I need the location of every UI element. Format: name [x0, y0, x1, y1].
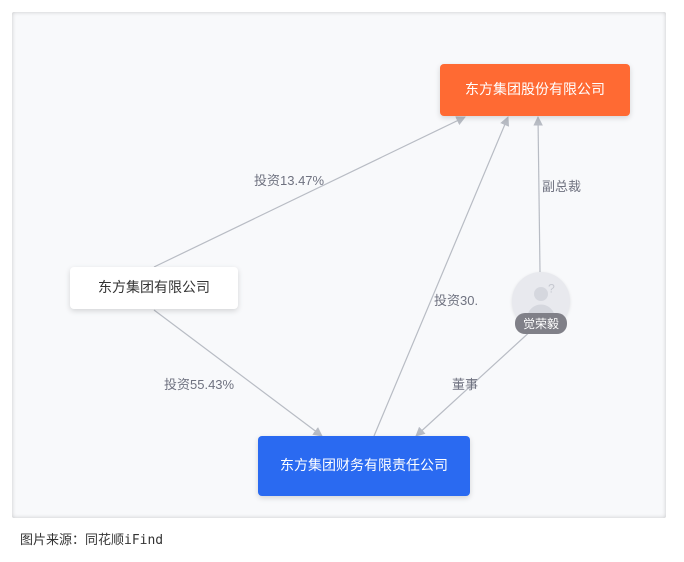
edge: [154, 117, 465, 267]
edge: [538, 117, 540, 272]
person-name-badge: 觉荣毅: [515, 313, 567, 334]
edge-label: 副总裁: [542, 176, 581, 195]
edge-label: 投资55.43%: [164, 374, 234, 393]
svg-text:?: ?: [548, 281, 555, 295]
diagram-canvas: 东方集团有限公司东方集团股份有限公司东方集团财务有限责任公司?觉荣毅 投资13.…: [12, 12, 666, 518]
entity-node: 东方集团股份有限公司: [440, 64, 630, 116]
image-source-caption: 图片来源：同花顺iFind: [20, 529, 163, 548]
edge: [154, 310, 322, 436]
entity-node: 东方集团有限公司: [70, 267, 238, 309]
edge-label: 投资30.: [434, 290, 478, 309]
person-avatar: ?觉荣毅: [512, 272, 570, 330]
figure-wrapper: 东方集团有限公司东方集团股份有限公司东方集团财务有限责任公司?觉荣毅 投资13.…: [0, 0, 684, 562]
edge: [374, 117, 508, 436]
edge-label: 董事: [452, 374, 478, 393]
entity-node: 东方集团财务有限责任公司: [258, 436, 470, 496]
edge-label: 投资13.47%: [254, 170, 324, 189]
